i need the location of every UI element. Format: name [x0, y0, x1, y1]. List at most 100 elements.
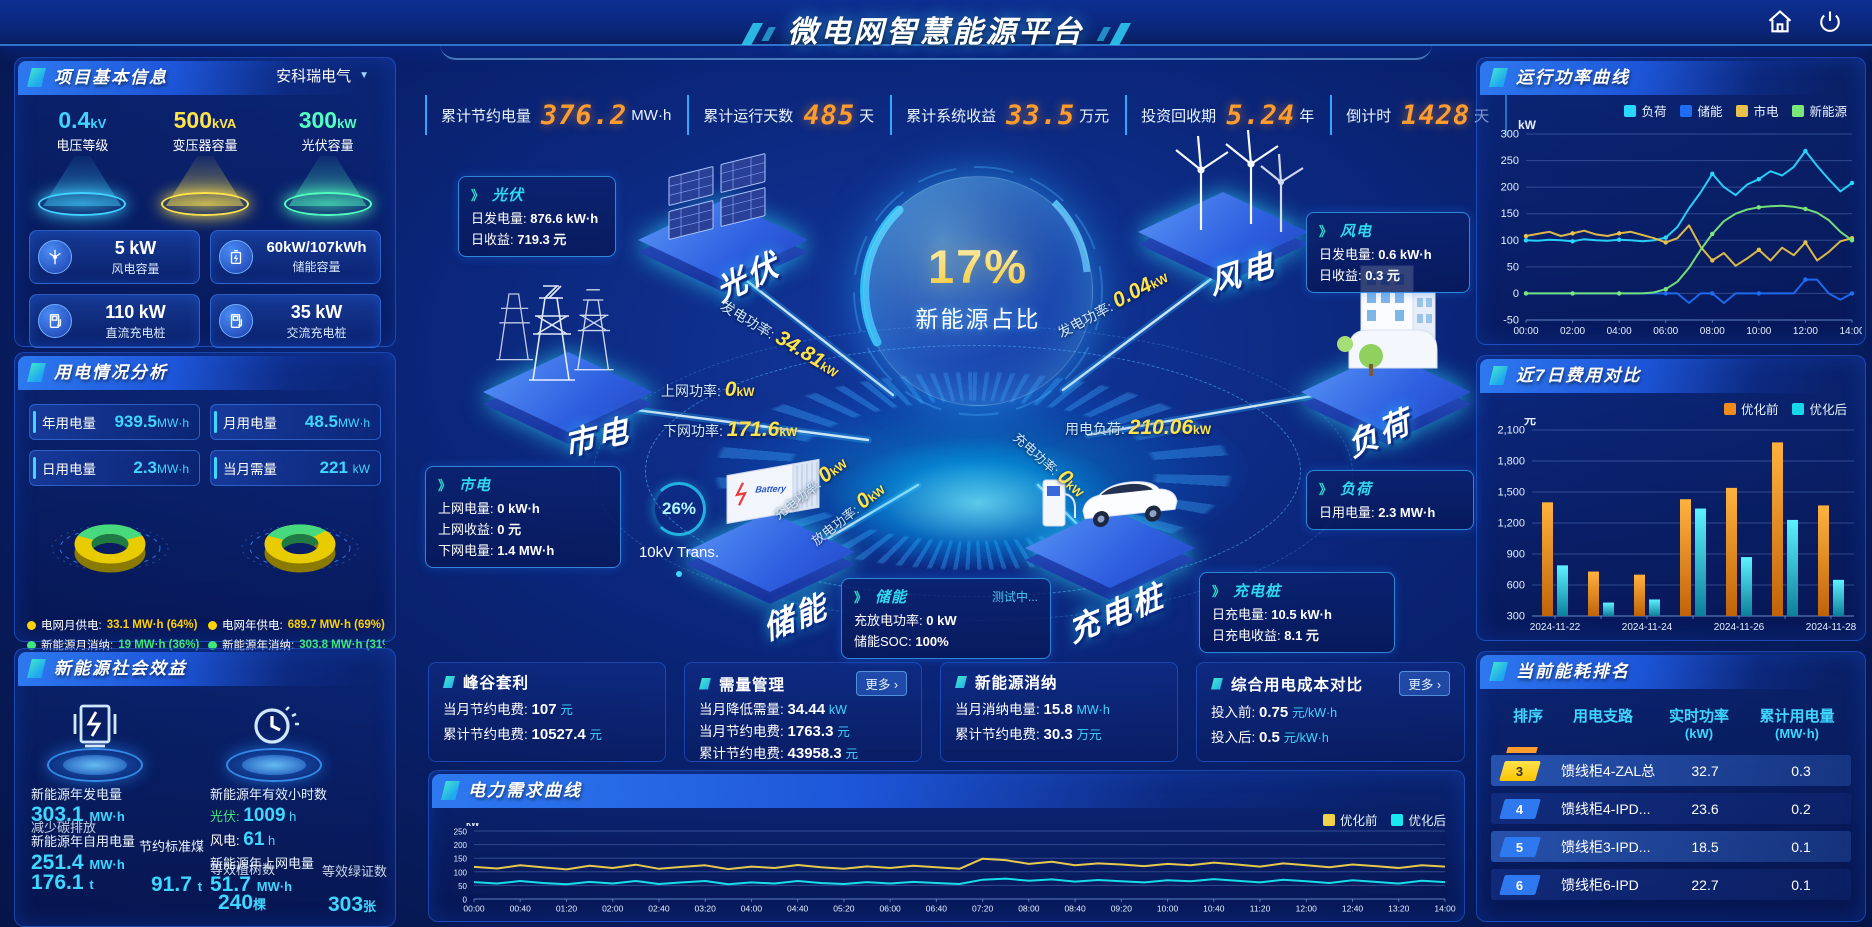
summary-stats-bar: 累计节约电量 376.2 MW·h 累计运行天数 485 天 累计系统收益 33.5 万元 … — [425, 92, 1508, 138]
svg-text:元: 元 — [1524, 418, 1536, 427]
panel-title: 近7日费用对比 — [1516, 366, 1642, 385]
table-row[interactable]: 4 馈线柜4-IPD... 23.6 0.2 — [1491, 793, 1851, 824]
demand-legend: 优化前 优化后 — [429, 808, 1464, 829]
table-row[interactable]: 6 馈线柜6-IPD 22.7 0.1 — [1491, 869, 1851, 900]
podium-pv-capacity: 300kW 光伏容量 — [272, 107, 384, 216]
legend-item-storage[interactable]: 储能 — [1680, 101, 1722, 120]
storage-status: 测试中... — [991, 590, 1038, 604]
ranking-table-body[interactable]: 3 馈线柜4-ZAL总 32.7 0.3 4 馈线柜4-IPD... 23.6 … — [1477, 753, 1865, 903]
svg-text:250: 250 — [454, 828, 468, 837]
transformer-gauge: 26% 10kV Trans. — [609, 482, 749, 577]
svg-text:06:00: 06:00 — [1653, 326, 1678, 337]
hours-pedestal — [220, 696, 330, 782]
svg-text:50: 50 — [1507, 261, 1519, 273]
svg-text:600: 600 — [1507, 580, 1525, 592]
load-power-flow: 用电负荷: 210.06kW — [1065, 416, 1212, 439]
panel-header: 新能源社会效益 — [18, 652, 381, 686]
svg-text:kW: kW — [466, 823, 480, 828]
card-wind-capacity: 5 kW 风电容量 — [29, 230, 200, 284]
energy-flow-scene: 17% 新能源占比 光伏 风电 市电 — [413, 129, 1474, 665]
charger-info-card: 》充电桩 日充电量: 10.5 kW·h 日充电收益: 8.1 元 — [1199, 572, 1395, 653]
page-title: 微电网智慧能源平台 — [741, 7, 1131, 51]
export-label: 新能源年上网电量 — [210, 856, 315, 871]
svg-text:200: 200 — [1501, 182, 1519, 194]
stat-total-income: 累计系统收益 33.5 万元 — [890, 95, 1125, 135]
chevron-right-icon: 》 — [854, 590, 868, 605]
svg-text:07:20: 07:20 — [972, 904, 994, 914]
power-icon[interactable] — [1816, 8, 1844, 36]
panel-title: 新能源社会效益 — [54, 659, 187, 678]
self-use-block: 新能源年自用电量 节约标准煤 251.4 MW·h 176.1 t 91.7 t… — [31, 820, 204, 901]
card-ac-charger: 35 kW 交流充电桩 — [210, 294, 381, 348]
usage-analysis-panel: 用电情况分析 年用电量 939.5MW·h 月用电量 48.5MW·h 日用电量 2.… — [14, 352, 396, 652]
svg-text:09:20: 09:20 — [1111, 904, 1133, 914]
generation-value: 303.1 MW·h — [31, 803, 125, 826]
cost-more-button[interactable]: 更多 › — [1399, 671, 1450, 696]
svg-text:2024-11-24: 2024-11-24 — [1622, 622, 1673, 633]
company-selector[interactable]: 安科瑞电气 ▼ — [276, 58, 369, 92]
capacity-podiums: 0.4kV 电压等级 500kVA 变压器容量 300kW 光伏容量 — [15, 95, 395, 216]
power-curve-chart: -50 0 50 100 150 200 250 300kW 00:00 02:00 04:00 06… — [1501, 120, 1862, 337]
svg-text:10:00: 10:00 — [1157, 904, 1179, 914]
stat-day-usage: 日用电量 2.3MW·h — [29, 450, 200, 486]
new-energy-percent-label: 新能源占比 — [915, 306, 1041, 332]
demand-more-button[interactable]: 更多 › — [856, 671, 907, 696]
legend-item-grid[interactable]: 市电 — [1736, 101, 1778, 120]
svg-text:14:00: 14:00 — [1839, 326, 1862, 337]
legend-item-before[interactable]: 优化前 — [1322, 810, 1377, 829]
home-icon[interactable] — [1766, 8, 1794, 36]
grid-export-flow: 上网功率: 0kW — [661, 378, 755, 401]
battery-container-icon: Battery — [726, 458, 820, 525]
panel-header: 项目基本信息 — [18, 61, 381, 95]
new-energy-ratio-sphere: 17% 新能源占比 — [863, 176, 1093, 406]
clock-icon — [254, 706, 299, 744]
new-energy-benefits-panel: 新能源社会效益 新能源年发电量 303.1 MW·h 新能源年自用电量 节约标准… — [14, 648, 396, 927]
panel-title: 当前能耗排名 — [1516, 662, 1630, 681]
legend-item-newenergy[interactable]: 新能源 — [1792, 101, 1847, 120]
title-slash-decor — [1096, 27, 1111, 42]
svg-text:2,100: 2,100 — [1497, 425, 1525, 437]
benefit-hours-col: 新能源年有效小时数 光伏: 1009 h 风电: 61 h 新能源年上网电量 等… — [210, 696, 387, 916]
legend-item-load[interactable]: 负荷 — [1624, 101, 1666, 120]
rank-badge: 3 — [1499, 760, 1541, 781]
svg-text:300: 300 — [1507, 611, 1525, 623]
legend-grid-year: 电网年供电: 689.7 MW·h (69%) — [208, 617, 385, 633]
power-curve-legend: 负荷 储能 市电 新能源 — [1477, 95, 1865, 120]
card-storage-capacity: 60kW/107kWh 储能容量 — [210, 230, 381, 284]
table-row[interactable]: 3 馈线柜4-ZAL总 32.7 0.3 — [1491, 755, 1851, 786]
battery-icon — [219, 240, 253, 274]
panel-corner-icon — [27, 363, 46, 382]
svg-text:200: 200 — [454, 841, 468, 850]
chevron-right-icon: 》 — [471, 188, 485, 203]
panel-header: 运行功率曲线 — [1480, 61, 1851, 95]
legend-grid-month: 电网月供电: 33.1 MW·h (64%) — [27, 617, 204, 633]
title-slash-decor — [761, 27, 776, 42]
legend-item-after[interactable]: 优化后 — [1391, 810, 1446, 829]
wind-info-card: 》风电 日发电量: 0.6 kW·h 日收益: 0.3 元 — [1306, 212, 1470, 293]
svg-text:08:40: 08:40 — [1064, 904, 1086, 914]
pv-info-card: 》光伏 日发电量: 876.6 kW·h 日收益: 719.3 元 — [458, 176, 616, 257]
svg-text:-50: -50 — [1503, 315, 1519, 327]
svg-text:150: 150 — [1501, 208, 1519, 220]
panel-corner-icon — [1489, 68, 1508, 87]
svg-text:2024-11-28: 2024-11-28 — [1806, 622, 1857, 633]
stat-year-usage: 年用电量 939.5MW·h — [29, 404, 200, 440]
svg-text:02:40: 02:40 — [648, 904, 670, 914]
table-row[interactable]: 5 馈线柜3-IPD... 18.5 0.1 — [1491, 831, 1851, 862]
power-pylon-icon — [496, 285, 614, 381]
card-dc-charger: 110 kW 直流充电桩 — [29, 294, 200, 348]
svg-text:Battery: Battery — [755, 483, 788, 494]
legend-item-after[interactable]: 优化后 — [1792, 399, 1847, 418]
svg-text:0: 0 — [1513, 288, 1519, 300]
svg-text:12:40: 12:40 — [1342, 904, 1364, 914]
legend-item-before[interactable]: 优化前 — [1723, 399, 1778, 418]
svg-text:02:00: 02:00 — [1560, 326, 1585, 337]
kpi-corner-icon — [699, 677, 711, 690]
svg-text:08:00: 08:00 — [1700, 326, 1725, 337]
donut-chart — [51, 524, 169, 573]
energy-ranking-panel: 当前能耗排名 排序 用电支路 实时功率 (kW) 累计用电量 (MW·h) 3 馈线… — [1476, 651, 1866, 922]
rank-badge: 6 — [1499, 874, 1541, 895]
chevron-right-icon: 》 — [1319, 482, 1333, 497]
year-supply-donut — [215, 492, 385, 615]
